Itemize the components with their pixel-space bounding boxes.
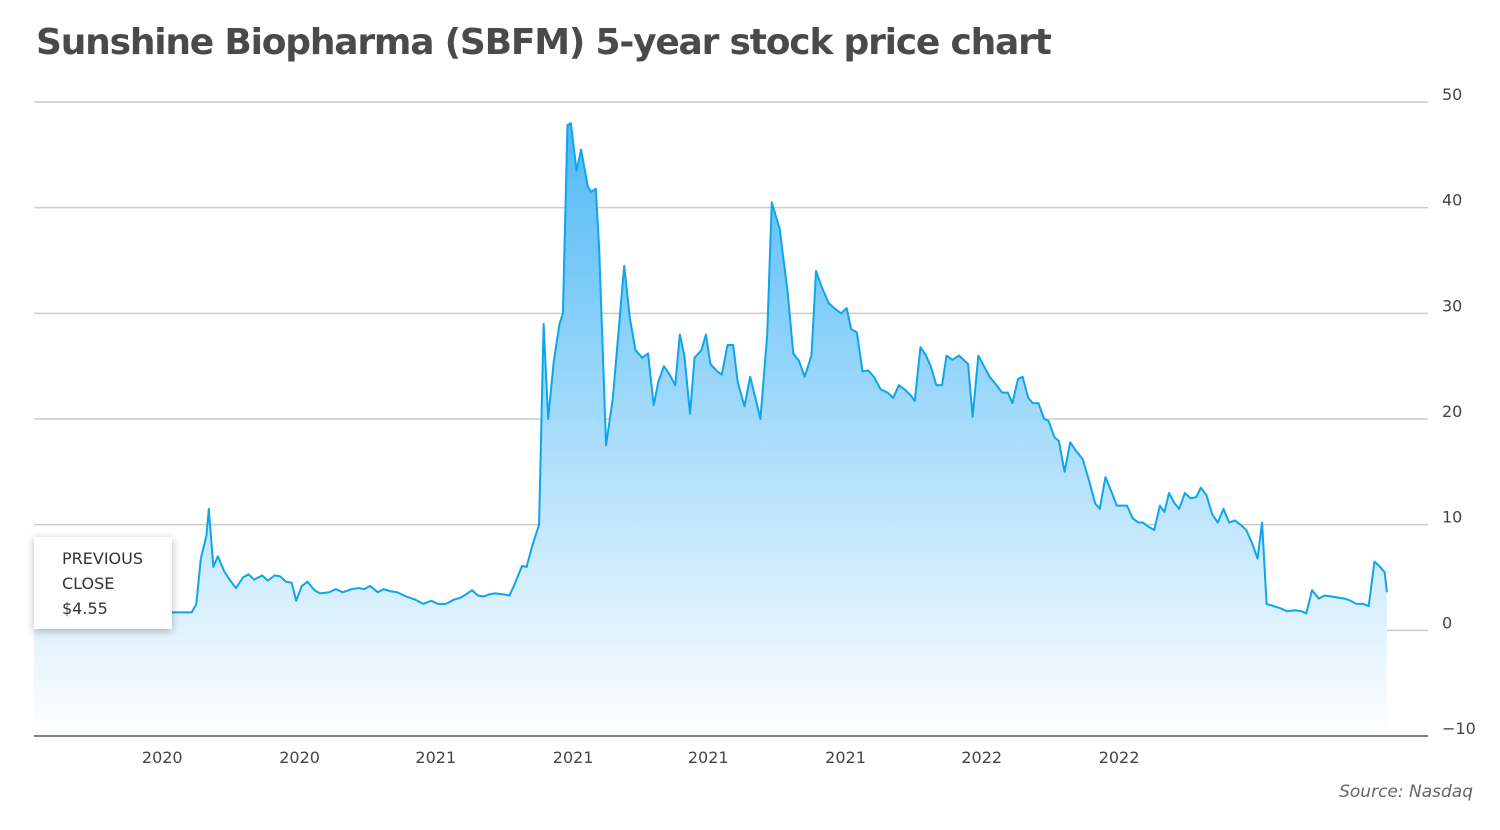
y-tick-20: 20 [1442, 402, 1462, 421]
price-area-fill [34, 123, 1387, 737]
x-tick-7: 2022 [1099, 748, 1140, 767]
x-tick-5: 2021 [825, 748, 866, 767]
x-tick-labels: 2020 2020 2021 2021 2021 2021 2022 2022 [142, 748, 1140, 767]
y-tick-0: 0 [1442, 613, 1452, 632]
area-layer [33, 122, 1388, 737]
y-tick-labels: −10 0 10 20 30 40 50 [1442, 85, 1476, 738]
y-tick-10: 10 [1442, 508, 1462, 527]
source-note: Source: Nasdaq [1339, 782, 1473, 802]
y-tick-40: 40 [1442, 191, 1462, 210]
x-tick-2: 2021 [415, 748, 456, 767]
x-tick-4: 2021 [688, 748, 729, 767]
y-tick-50: 50 [1442, 85, 1462, 104]
previous-close-value: $4.55 [62, 599, 108, 618]
x-tick-0: 2020 [142, 748, 183, 767]
previous-close-label: PREVIOUS CLOSE [62, 549, 143, 593]
price-line [33, 122, 1388, 618]
chart-title: Sunshine Biopharma (SBFM) 5-year stock p… [36, 22, 1052, 63]
y-tick--10: −10 [1442, 719, 1476, 738]
x-tick-1: 2020 [279, 748, 320, 767]
x-tick-6: 2022 [961, 748, 1002, 767]
previous-close-callout: PREVIOUS CLOSE $4.55 [34, 537, 172, 629]
y-tick-30: 30 [1442, 296, 1462, 315]
x-tick-3: 2021 [553, 748, 594, 767]
